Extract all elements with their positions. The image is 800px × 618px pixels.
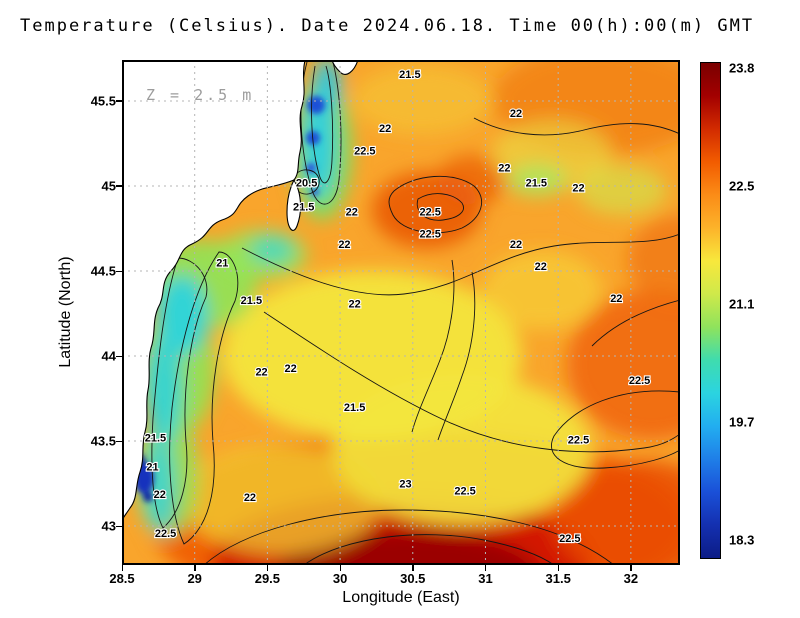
isotherm-contours [151, 61, 680, 565]
contour-label: 21.5 [293, 201, 314, 213]
contour-label: 21.5 [344, 402, 365, 414]
x-tick-mark [339, 565, 342, 571]
x-tick-mark [630, 565, 632, 571]
map-plot: 21.5 22 22 22.5 22 21.5 22 20.5 21.5 22 22.5 22.5 22… [122, 60, 680, 565]
figure-title: Temperature (Celsius). Date 2024.06.18. … [20, 16, 755, 36]
y-tick-label: 45 [101, 178, 116, 194]
x-axis-title: Longitude (East) [342, 589, 460, 606]
y-tick-mark [116, 185, 122, 187]
x-tick-label: 29 [187, 571, 202, 586]
colorbar-tick-label: 21.1 [729, 296, 755, 312]
x-tick-label: 31 [478, 571, 493, 586]
x-tick-mark [266, 565, 269, 571]
contour-label: 21.5 [145, 433, 166, 445]
contour-label: 21 [146, 462, 158, 474]
colorbar-tick-label: 23.8 [729, 60, 755, 76]
contour-label: 22 [154, 489, 166, 501]
y-tick-mark [116, 525, 122, 528]
y-tick-mark [116, 440, 122, 443]
colorbar-tick-label: 19.7 [729, 414, 755, 430]
x-tick-mark [121, 565, 123, 571]
contour-label: 21 [216, 258, 228, 270]
y-tick-label: 43 [101, 518, 116, 534]
contour-label: 22 [535, 261, 547, 273]
colorbar [700, 62, 721, 559]
contour-label: 22 [346, 207, 358, 219]
contour-label: 22 [379, 123, 391, 135]
contour-label: 22.5 [454, 485, 475, 497]
contour-label: 22.5 [629, 375, 650, 387]
contour-label: 22 [498, 162, 510, 174]
x-tick-mark [557, 565, 560, 571]
contour-label: 22 [244, 492, 256, 504]
contour-label: 21.5 [526, 178, 547, 190]
contour-label: 22.5 [420, 207, 441, 219]
contour-label: 22.5 [568, 434, 589, 446]
x-tick-mark [484, 565, 487, 571]
x-tick-label: 32 [623, 571, 639, 586]
contour-label: 23 [399, 479, 411, 491]
x-tick-label: 31.5 [545, 571, 571, 586]
x-tick-label: 30.5 [400, 571, 426, 586]
contour-label: 22 [510, 239, 522, 251]
plot-frame [122, 60, 680, 565]
colorbar-tick-label: 18.3 [729, 532, 755, 548]
y-tick-label: 45.5 [90, 93, 116, 109]
x-tick-label: 30 [332, 571, 348, 586]
contour-label: 22.5 [354, 145, 375, 157]
contour-label: 22 [255, 366, 267, 378]
depth-annotation: Z = 2.5 m [146, 86, 255, 104]
x-tick-label: 28.5 [109, 571, 135, 586]
colorbar-tick-label: 22.5 [729, 178, 755, 194]
y-tick-mark [116, 100, 122, 102]
contour-label: 22 [285, 363, 297, 375]
contour-label: 22 [572, 183, 584, 195]
contour-label: 22.5 [155, 528, 176, 540]
x-tick-mark [412, 565, 414, 571]
contour-label: 22 [510, 108, 522, 120]
contour-label: 22.5 [420, 229, 441, 241]
y-tick-mark [116, 270, 122, 272]
y-tick-label: 44.5 [90, 263, 116, 279]
contour-label: 22 [610, 293, 622, 305]
contour-labels: 21.5 22 22 22.5 22 21.5 22 20.5 21.5 22 22.5 22.5 22… [144, 68, 652, 546]
contour-label: 20.5 [296, 178, 317, 190]
y-tick-mark [116, 355, 122, 358]
temperature-map: 21.5 22 22 22.5 22 21.5 22 20.5 21.5 22 22.5 22.5 22… [122, 60, 680, 565]
y-tick-label: 44 [101, 348, 116, 364]
contour-label: 22 [348, 298, 360, 310]
contour-label: 22.5 [559, 533, 580, 545]
contour-label: 21.5 [241, 295, 262, 307]
y-tick-label: 43.5 [90, 433, 116, 449]
x-tick-label: 29.5 [254, 571, 281, 586]
x-tick-mark [194, 565, 196, 571]
contour-label: 22 [338, 239, 350, 251]
contour-label: 21.5 [399, 69, 420, 81]
gridlines [122, 60, 680, 565]
